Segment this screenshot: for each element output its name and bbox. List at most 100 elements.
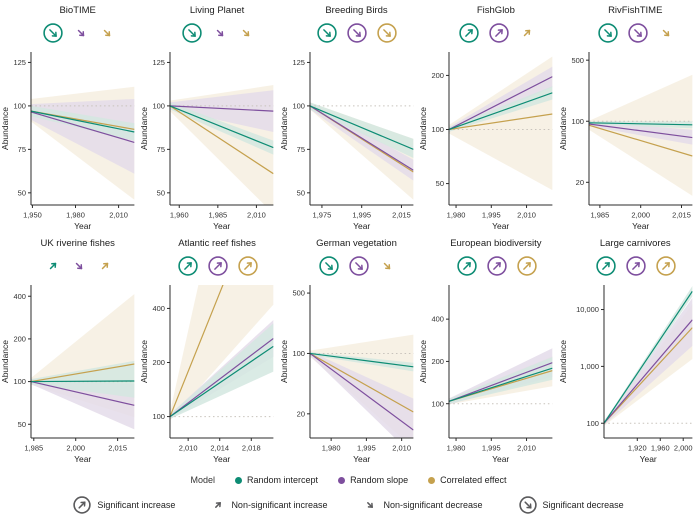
svg-text:125: 125 xyxy=(13,58,25,67)
model-legend-item: Correlated effect xyxy=(428,475,506,485)
circled-arrow-down-icon xyxy=(319,256,340,276)
panel-title: Living Planet xyxy=(189,5,245,16)
svg-text:1,995: 1,995 xyxy=(357,443,376,452)
x-axis-label: Year xyxy=(492,221,509,231)
svg-text:1,985: 1,985 xyxy=(24,443,43,452)
significance-legend-label: Non-significant decrease xyxy=(383,500,483,510)
x-axis-label: Year xyxy=(639,454,656,464)
panel-living-planet: Living Planet 50 75 100 125 1,960 xyxy=(139,0,278,233)
svg-text:100: 100 xyxy=(571,117,584,126)
svg-text:75: 75 xyxy=(296,145,304,154)
significance-arrows xyxy=(457,251,537,281)
significance-legend-label: Significant increase xyxy=(97,500,176,510)
model-legend-item-label: Random slope xyxy=(350,475,409,485)
svg-text:2,015: 2,015 xyxy=(672,210,691,219)
y-axis-label: Abundance xyxy=(558,107,568,150)
panel-title: German vegetation xyxy=(316,238,397,249)
svg-text:1,920: 1,920 xyxy=(627,443,646,452)
svg-text:400: 400 xyxy=(153,304,166,313)
panel-rivfishtime: RivFishTIME 20 100 500 1,985 2,000 xyxy=(558,0,697,233)
panel-title: RivFishTIME xyxy=(608,5,663,16)
svg-text:50: 50 xyxy=(436,179,444,188)
model-legend-item: Random intercept xyxy=(235,475,318,485)
svg-text:2,010: 2,010 xyxy=(109,210,128,219)
arrow-down-icon xyxy=(384,262,391,270)
svg-text:100: 100 xyxy=(13,377,25,386)
svg-text:2,015: 2,015 xyxy=(392,210,411,219)
arrow-down-icon xyxy=(75,262,82,270)
panel-title: Large carnivores xyxy=(599,238,671,249)
svg-text:1,975: 1,975 xyxy=(312,210,331,219)
model-legend-item: Random slope xyxy=(338,475,408,485)
svg-text:1,960: 1,960 xyxy=(650,443,669,452)
panel-title: UK riverine fishes xyxy=(40,238,115,249)
circled-arrow-up-icon xyxy=(626,256,646,276)
x-axis-label: Year xyxy=(353,221,370,231)
svg-text:50: 50 xyxy=(18,188,26,197)
svg-text:100: 100 xyxy=(586,419,599,428)
svg-text:100: 100 xyxy=(432,399,445,408)
svg-text:200: 200 xyxy=(432,357,445,366)
significance-legend-label: Non-significant increase xyxy=(231,500,328,510)
svg-text:400: 400 xyxy=(13,292,25,301)
significance-arrows xyxy=(317,18,398,48)
svg-text:2,010: 2,010 xyxy=(392,443,411,452)
significance-arrows xyxy=(42,18,115,48)
panel-breeding-birds: Breeding Birds 50 75 100 125 1,975 xyxy=(279,0,418,233)
panel-biotime: BioTIME 50 75 100 125 1,950 1 xyxy=(0,0,139,233)
circled-arrow-up-icon xyxy=(656,256,676,276)
svg-text:1,980: 1,980 xyxy=(66,210,85,219)
svg-text:50: 50 xyxy=(296,188,304,197)
circled-arrow-up-icon xyxy=(208,256,228,276)
significance-arrows xyxy=(459,18,535,48)
panel-atlantic-reef-fishes: Atlantic reef fishes 100 200 400 2,010 2 xyxy=(139,233,278,466)
svg-text:50: 50 xyxy=(18,420,26,429)
significance-arrows xyxy=(178,251,258,281)
svg-text:2,018: 2,018 xyxy=(242,443,261,452)
significance-arrows xyxy=(45,251,113,281)
svg-text:400: 400 xyxy=(432,315,445,324)
svg-text:75: 75 xyxy=(18,145,26,154)
svg-text:100: 100 xyxy=(292,101,305,110)
panel-title: FishGlob xyxy=(476,5,515,16)
x-axis-label: Year xyxy=(492,454,509,464)
y-axis-label: Abundance xyxy=(279,107,289,150)
chart-rivfishtime: 20 100 500 1,985 2,000 2,015 Year Abundanc… xyxy=(558,52,692,231)
panel-grid: BioTIME 50 75 100 125 1,950 1 xyxy=(0,0,697,466)
svg-text:20: 20 xyxy=(296,409,304,418)
significance-legend: Significant increase Non-significant inc… xyxy=(0,490,697,520)
circled-arrow-up-icon xyxy=(73,496,92,514)
x-axis-label: Year xyxy=(74,221,91,231)
svg-text:100: 100 xyxy=(13,101,25,110)
circled-arrow-up-icon xyxy=(487,256,507,276)
y-axis-label: Abundance xyxy=(139,107,149,150)
svg-text:2,010: 2,010 xyxy=(517,443,536,452)
y-axis-label: Abundance xyxy=(0,107,10,150)
svg-text:1,000: 1,000 xyxy=(580,362,599,371)
circled-arrow-up-icon xyxy=(517,256,537,276)
svg-text:1,995: 1,995 xyxy=(352,210,371,219)
circled-arrow-down-icon xyxy=(317,23,338,43)
chart-biotime: 50 75 100 125 1,950 1,980 2,010 Year Abund… xyxy=(0,52,135,231)
circled-arrow-down-icon xyxy=(182,23,202,43)
svg-text:75: 75 xyxy=(157,145,165,154)
svg-text:200: 200 xyxy=(153,358,166,367)
chart-european-biodiversity: 100 200 400 1,980 1,995 2,010 Year Abundan… xyxy=(418,285,553,464)
circled-arrow-up-icon xyxy=(596,256,616,276)
svg-text:100: 100 xyxy=(153,101,166,110)
x-axis-label: Year xyxy=(632,221,649,231)
panel-german-vegetation: German vegetation 20 100 500 1,980 1,995 xyxy=(279,233,418,466)
arrow-up-icon xyxy=(215,502,222,508)
svg-text:2,014: 2,014 xyxy=(211,443,230,452)
svg-text:100: 100 xyxy=(432,125,445,134)
significance-arrows xyxy=(598,18,674,48)
panel-title: Breeding Birds xyxy=(325,5,388,16)
circled-arrow-down-icon xyxy=(518,496,537,514)
y-axis-label: Abundance xyxy=(418,340,428,383)
circled-arrow-up-icon xyxy=(489,23,509,43)
svg-text:1,980: 1,980 xyxy=(322,443,341,452)
significance-legend-item: Significant increase xyxy=(73,496,175,514)
arrow-down-icon xyxy=(216,29,224,37)
svg-text:2,000: 2,000 xyxy=(631,210,650,219)
svg-text:500: 500 xyxy=(571,56,584,65)
